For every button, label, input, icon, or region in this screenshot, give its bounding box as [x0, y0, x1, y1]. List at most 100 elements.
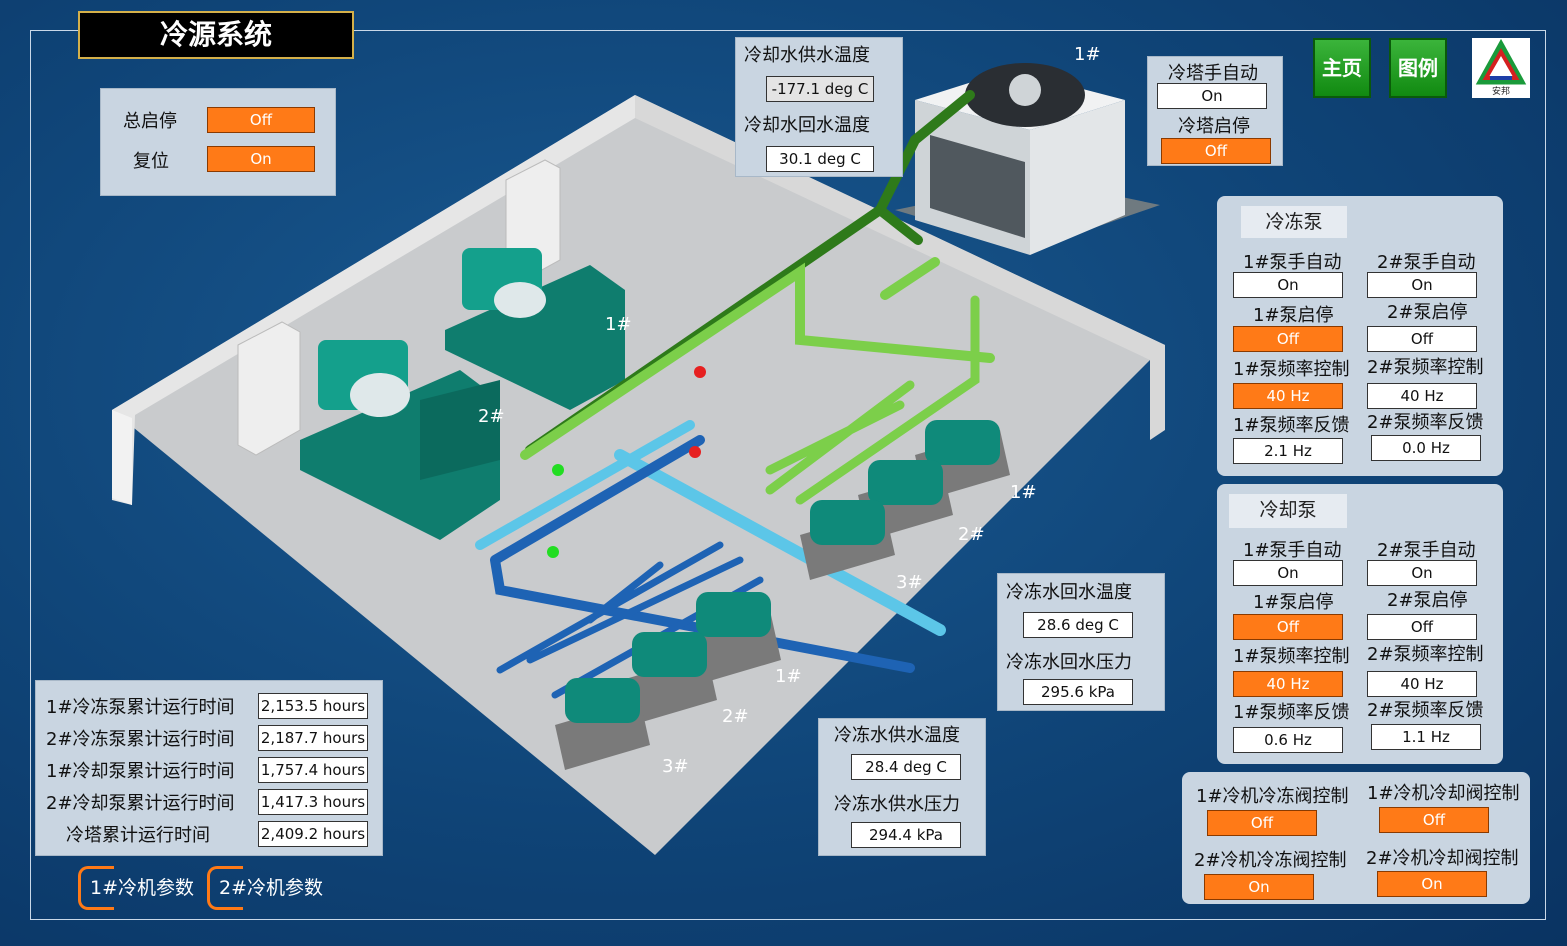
wp2-manual-auto-toggle[interactable]: On: [1367, 560, 1477, 586]
chilled-pump-1-tag: 1#: [775, 666, 802, 687]
runtime-value: 2,153.5 hours: [258, 693, 368, 719]
wp1-manual-auto-toggle[interactable]: On: [1233, 560, 1343, 586]
valve-indicator: [689, 446, 701, 458]
cp2-freq-ctrl-label: 2#泵频率控制: [1367, 357, 1484, 378]
content-frame: [30, 30, 1546, 920]
chilled-supply-temp-value: 28.4 deg C: [851, 754, 961, 780]
chilled-supply-press-label: 冷冻水供水压力: [834, 794, 960, 815]
tower-start-stop-toggle[interactable]: Off: [1161, 138, 1271, 164]
chilled-return-press-label: 冷冻水回水压力: [1006, 652, 1132, 673]
cooling-tower: [895, 63, 1160, 255]
runtime-panel: 1#冷冻泵累计运行时间 2,153.5 hours 2#冷冻泵累计运行时间 2,…: [35, 680, 383, 856]
wp1-start-stop-label: 1#泵启停: [1253, 592, 1334, 613]
cp2-freq-ctrl-input[interactable]: 40 Hz: [1367, 383, 1477, 409]
pipe-cooling-return: [520, 262, 995, 460]
cooling-return-temp-label: 冷却水回水温度: [744, 115, 870, 136]
cp2-freq-fb-value: 0.0 Hz: [1371, 435, 1481, 461]
cp2-manual-auto-toggle[interactable]: On: [1367, 272, 1477, 298]
cp1-start-stop-toggle[interactable]: Off: [1233, 326, 1343, 352]
cooling-return-temp-value: 30.1 deg C: [766, 146, 874, 172]
cp2-start-stop-toggle[interactable]: Off: [1367, 326, 1477, 352]
chilled-pump-3-tag: 3#: [662, 756, 689, 777]
chiller-2-tag: 2#: [478, 406, 505, 427]
c2-chill-valve-label: 2#冷机冷冻阀控制: [1194, 850, 1347, 871]
valve-indicator: [552, 464, 564, 476]
chiller-1-params-tab[interactable]: 1#冷机参数: [78, 866, 210, 910]
runtime-label: 冷塔累计运行时间: [66, 825, 210, 846]
runtime-value: 1,757.4 hours: [258, 757, 368, 783]
c1-cool-valve-label: 1#冷机冷却阀控制: [1367, 783, 1520, 804]
runtime-label: 1#冷冻泵累计运行时间: [46, 697, 235, 718]
tower-manual-auto-toggle[interactable]: On: [1157, 83, 1267, 109]
wp1-start-stop-toggle[interactable]: Off: [1233, 614, 1343, 640]
chiller-2-params-tab[interactable]: 2#冷机参数: [207, 866, 341, 910]
chilled-supply-panel: 冷冻水供水温度 28.4 deg C 冷冻水供水压力 294.4 kPa: [818, 718, 986, 856]
cp1-manual-auto-label: 1#泵手自动: [1243, 252, 1342, 273]
wp1-freq-fb-value: 0.6 Hz: [1233, 727, 1343, 753]
reset-toggle[interactable]: On: [207, 146, 315, 172]
runtime-label: 2#冷却泵累计运行时间: [46, 793, 235, 814]
cooling-pump-1-tag: 1#: [1010, 482, 1037, 503]
cooling-pump-panel: 冷却泵 1#泵手自动 On 2#泵手自动 On 1#泵启停 Off 2#泵启停 …: [1217, 484, 1503, 764]
cp1-freq-ctrl-label: 1#泵频率控制: [1233, 359, 1350, 380]
chiller-1-tag: 1#: [605, 314, 632, 335]
cooling-tower-panel: 冷塔手自动 On 冷塔启停 Off: [1147, 56, 1283, 166]
chilled-return-temp-value: 28.6 deg C: [1023, 612, 1133, 638]
chilled-return-temp-label: 冷冻水回水温度: [1006, 582, 1132, 603]
c2-cool-valve-label: 2#冷机冷却阀控制: [1366, 848, 1519, 869]
chiller-1: [445, 248, 625, 410]
valve-indicator: [547, 546, 559, 558]
chiller-2: [300, 340, 500, 540]
company-logo: 安邦: [1472, 38, 1530, 98]
wp1-freq-ctrl-input[interactable]: 40 Hz: [1233, 671, 1343, 697]
cooling-pump-2-tag: 2#: [958, 524, 985, 545]
wp1-manual-auto-label: 1#泵手自动: [1243, 540, 1342, 561]
cp2-manual-auto-label: 2#泵手自动: [1377, 252, 1476, 273]
cp2-start-stop-label: 2#泵启停: [1387, 302, 1468, 323]
cooling-supply-temp-label: 冷却水供水温度: [744, 45, 870, 66]
cooling-supply-temp-value: -177.1 deg C: [766, 76, 874, 102]
chilled-pump-3: [555, 678, 650, 770]
c1-cool-valve-toggle[interactable]: Off: [1379, 807, 1489, 833]
valve-indicator: [694, 366, 706, 378]
chilled-pump-panel: 冷冻泵 1#泵手自动 On 2#泵手自动 On 1#泵启停 Off 2#泵启停 …: [1217, 196, 1503, 476]
room-wall-right: [635, 95, 1165, 440]
wp2-freq-fb-label: 2#泵频率反馈: [1367, 700, 1484, 721]
c1-chill-valve-toggle[interactable]: Off: [1207, 810, 1317, 836]
master-start-stop-toggle[interactable]: Off: [207, 107, 315, 133]
wp1-freq-ctrl-label: 1#泵频率控制: [1233, 646, 1350, 667]
reset-label: 复位: [133, 151, 169, 172]
master-control-panel: 总启停 Off 复位 On: [100, 88, 336, 196]
runtime-value: 1,417.3 hours: [258, 789, 368, 815]
cp2-freq-fb-label: 2#泵频率反馈: [1367, 412, 1484, 433]
cp1-manual-auto-toggle[interactable]: On: [1233, 272, 1343, 298]
wp2-start-stop-toggle[interactable]: Off: [1367, 614, 1477, 640]
wp1-freq-fb-label: 1#泵频率反馈: [1233, 702, 1350, 723]
chilled-return-press-value: 295.6 kPa: [1023, 679, 1133, 705]
master-start-stop-label: 总启停: [123, 111, 177, 132]
chiller-1-params-label: 1#冷机参数: [90, 877, 195, 899]
cooling-tower-tag: 1#: [1074, 44, 1101, 65]
c2-cool-valve-toggle[interactable]: On: [1377, 871, 1487, 897]
tower-start-stop-label: 冷塔启停: [1178, 116, 1250, 137]
wp2-freq-fb-value: 1.1 Hz: [1371, 724, 1481, 750]
cooling-pump-header: 冷却泵: [1229, 494, 1347, 528]
logo-text: 安邦: [1491, 87, 1510, 97]
wp2-start-stop-label: 2#泵启停: [1387, 590, 1468, 611]
tab-bracket: [207, 866, 243, 910]
cp1-freq-ctrl-input[interactable]: 40 Hz: [1233, 383, 1343, 409]
tab-bracket: [78, 866, 114, 910]
c1-chill-valve-label: 1#冷机冷冻阀控制: [1196, 786, 1349, 807]
home-button[interactable]: 主页: [1313, 38, 1371, 98]
page-title: 冷源系统: [78, 11, 354, 59]
runtime-label: 2#冷冻泵累计运行时间: [46, 729, 235, 750]
cooling-water-temp-panel: 冷却水供水温度 -177.1 deg C 冷却水回水温度 30.1 deg C: [735, 37, 903, 177]
wp2-freq-ctrl-input[interactable]: 40 Hz: [1367, 671, 1477, 697]
room-wall-left: [112, 95, 635, 505]
legend-button[interactable]: 图例: [1389, 38, 1447, 98]
c2-chill-valve-toggle[interactable]: On: [1204, 874, 1314, 900]
wp2-manual-auto-label: 2#泵手自动: [1377, 540, 1476, 561]
chilled-pump-2-tag: 2#: [722, 706, 749, 727]
tower-manual-auto-label: 冷塔手自动: [1168, 63, 1258, 84]
